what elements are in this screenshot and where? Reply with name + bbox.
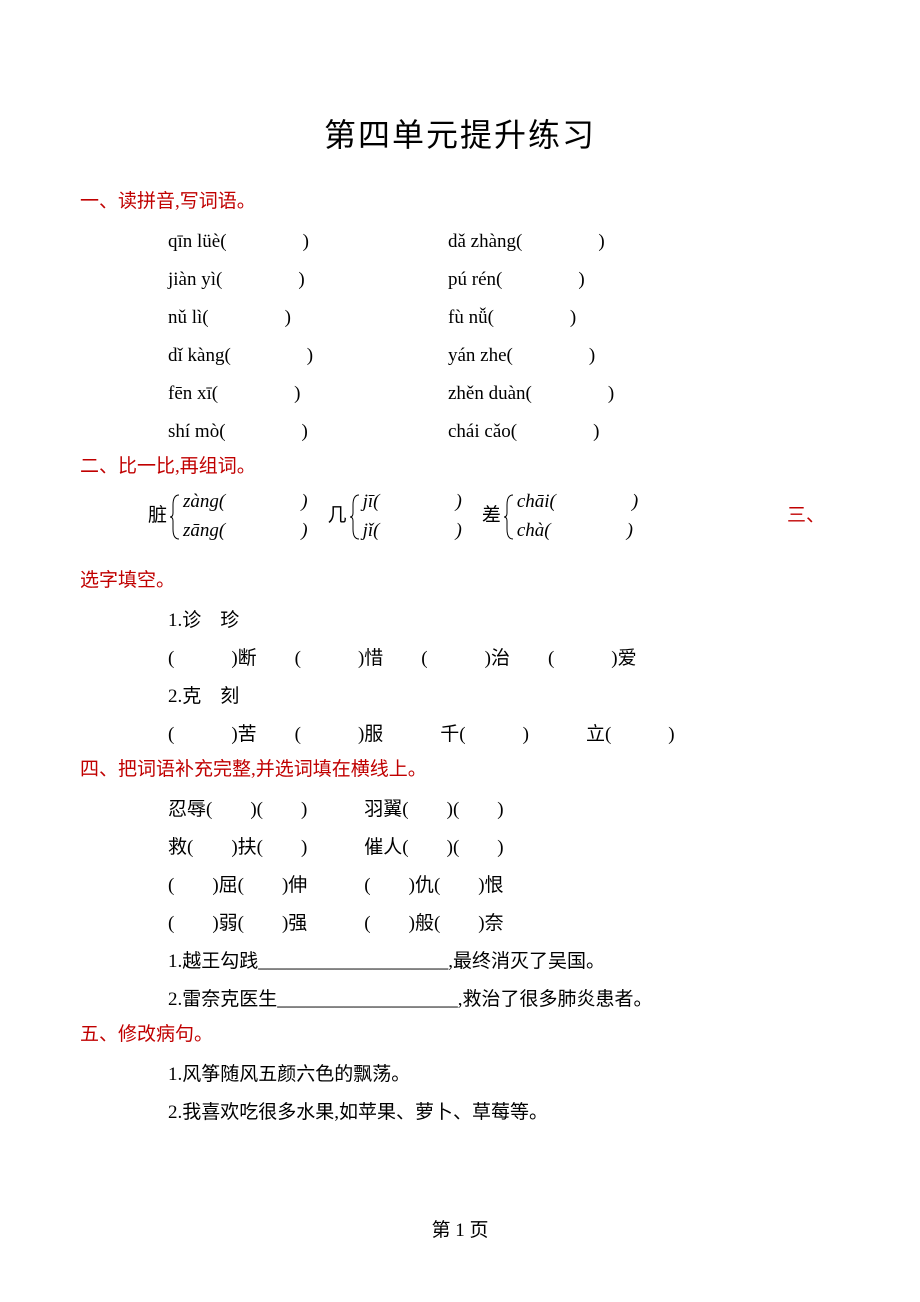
pinyin-cell: zhěn duàn( ) (448, 375, 790, 413)
fill-line: 1.诊 珍 (168, 602, 790, 640)
section-5-header: 五、修改病句。 (80, 1019, 790, 1046)
pinyin-row: fēn xī( ) zhěn duàn( ) (168, 375, 790, 413)
brace-icon (349, 493, 363, 541)
pinyin-cell: qīn lüè( ) (168, 223, 448, 261)
section-5: 五、修改病句。 1.风筝随风五颜六色的飘荡。 2.我喜欢吃很多水果,如苹果、萝卜… (130, 1019, 790, 1132)
fill-line: ( )断 ( )惜 ( )治 ( )爱 (168, 640, 790, 678)
brace-row: 脏 zàng( ) zāng( ) 几 jī( ) jǐ( ) 差 (148, 488, 790, 545)
section-1: 一、读拼音,写词语。 qīn lüè( ) dǎ zhàng( ) jiàn y… (130, 186, 790, 451)
fill-line: 2.克 刻 (168, 678, 790, 716)
section-3: 选字填空。 1.诊 珍 ( )断 ( )惜 ( )治 ( )爱 2.克 刻 ( … (130, 565, 790, 754)
section-2-header: 二、比一比,再组词。 (80, 451, 790, 478)
pinyin-row: nǔ lì( ) fù nǚ( ) (168, 299, 790, 337)
brace-bot: chà( ) (517, 517, 638, 546)
pinyin-cell: dǐ kàng( ) (168, 337, 448, 375)
fill-line: ( )屈( )伸 ( )仇( )恨 (168, 867, 790, 905)
brace-top: jī( ) (363, 488, 462, 517)
section-5-body: 1.风筝随风五颜六色的飘荡。 2.我喜欢吃很多水果,如苹果、萝卜、草莓等。 (168, 1056, 790, 1132)
brace-group: 脏 zàng( ) zāng( ) (148, 488, 308, 545)
fill-line: 2.我喜欢吃很多水果,如苹果、萝卜、草莓等。 (168, 1094, 790, 1132)
fill-line: 救( )扶( ) 催人( )( ) (168, 829, 790, 867)
pinyin-row: jiàn yì( ) pú rén( ) (168, 261, 790, 299)
brace-char: 差 (482, 502, 501, 531)
brace-top: zàng( ) (183, 488, 308, 517)
section-4-body: 忍辱( )( ) 羽翼( )( ) 救( )扶( ) 催人( )( ) ( )屈… (168, 791, 790, 1019)
fill-line: ( )苦 ( )服 千( ) 立( ) (168, 716, 790, 754)
section-1-header: 一、读拼音,写词语。 (80, 186, 790, 213)
brace-char: 几 (328, 502, 347, 531)
pinyin-row: qīn lüè( ) dǎ zhàng( ) (168, 223, 790, 261)
brace-group: 差 chāi( ) chà( ) (482, 488, 638, 545)
pinyin-cell: shí mò( ) (168, 413, 448, 451)
brace-group: 几 jī( ) jǐ( ) (328, 488, 462, 545)
pinyin-cell: jiàn yì( ) (168, 261, 448, 299)
fill-line: 1.越王勾践____________________,最终消灭了吴国。 (168, 943, 790, 981)
page-footer: 第 1 页 (0, 1215, 920, 1242)
pinyin-cell: chái cǎo( ) (448, 413, 790, 451)
pinyin-cell: pú rén( ) (448, 261, 790, 299)
fill-line: ( )弱( )强 ( )般( )奈 (168, 905, 790, 943)
brace-char: 脏 (148, 502, 167, 531)
section-3-body: 1.诊 珍 ( )断 ( )惜 ( )治 ( )爱 2.克 刻 ( )苦 ( )… (168, 602, 790, 754)
pinyin-cell: dǎ zhàng( ) (448, 223, 790, 261)
section-2-body: 脏 zàng( ) zāng( ) 几 jī( ) jǐ( ) 差 (168, 488, 790, 545)
brace-top: chāi( ) (517, 488, 638, 517)
brace-bot: zāng( ) (183, 517, 308, 546)
section-1-body: qīn lüè( ) dǎ zhàng( ) jiàn yì( ) pú rén… (168, 223, 790, 451)
pinyin-cell: yán zhe( ) (448, 337, 790, 375)
pinyin-row: shí mò( ) chái cǎo( ) (168, 413, 790, 451)
section-3-subheader: 选字填空。 (80, 565, 790, 592)
fill-line: 忍辱( )( ) 羽翼( )( ) (168, 791, 790, 829)
fill-line: 1.风筝随风五颜六色的飘荡。 (168, 1056, 790, 1094)
section-3-header: 三、 (787, 502, 825, 531)
section-2: 二、比一比,再组词。 脏 zàng( ) zāng( ) 几 jī( ) jǐ(… (130, 451, 790, 545)
pinyin-cell: fēn xī( ) (168, 375, 448, 413)
pinyin-cell: fù nǚ( ) (448, 299, 790, 337)
fill-line: 2.雷奈克医生___________________,救治了很多肺炎患者。 (168, 981, 790, 1019)
section-4-header: 四、把词语补充完整,并选词填在横线上。 (80, 754, 790, 781)
pinyin-cell: nǔ lì( ) (168, 299, 448, 337)
brace-icon (503, 493, 517, 541)
page-title: 第四单元提升练习 (130, 110, 790, 156)
brace-icon (169, 493, 183, 541)
brace-bot: jǐ( ) (363, 517, 462, 546)
section-4: 四、把词语补充完整,并选词填在横线上。 忍辱( )( ) 羽翼( )( ) 救(… (130, 754, 790, 1019)
pinyin-row: dǐ kàng( ) yán zhe( ) (168, 337, 790, 375)
